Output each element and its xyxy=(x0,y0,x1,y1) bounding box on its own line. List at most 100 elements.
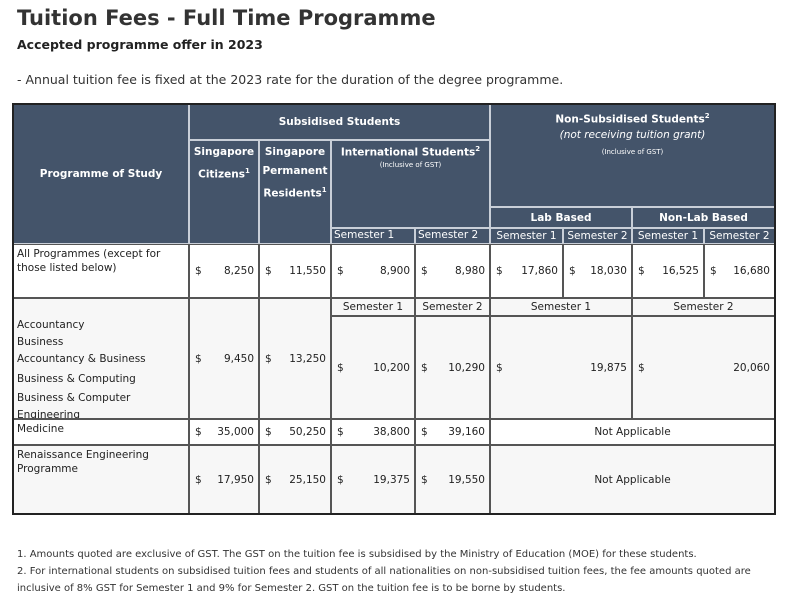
label: Non-Subsidised Students xyxy=(555,113,705,126)
fee-value: 17,950 xyxy=(217,473,254,486)
footnote-ref: 1 xyxy=(245,167,250,175)
header-permanent-residents: Singapore Permanent Residents1 xyxy=(259,140,331,244)
currency-symbol: $ xyxy=(195,352,202,365)
currency-symbol: $ xyxy=(265,426,272,438)
header-international: International Students2 (Inclusive of GST… xyxy=(331,140,490,228)
footnote-ref: 1 xyxy=(321,186,327,194)
footnote-ref: 2 xyxy=(704,112,710,120)
header-citizens: Singapore Citizens1 xyxy=(189,140,259,244)
label: Semester 1 xyxy=(530,301,592,313)
page-subtitle: Accepted programme offer in 2023 xyxy=(17,37,263,52)
label: Semester 1 xyxy=(342,301,404,313)
fee-value: 19,875 xyxy=(590,361,627,374)
fee-cell: $19,375 xyxy=(331,445,415,514)
programme-cell: Medicine xyxy=(13,419,189,445)
header-lab-based: Lab Based xyxy=(490,207,632,228)
label: Semester 2 xyxy=(567,230,628,242)
header-non-lab-based: Non-Lab Based xyxy=(632,207,775,228)
label: Lab Based xyxy=(530,211,592,224)
currency-symbol: $ xyxy=(421,265,428,277)
currency-symbol: $ xyxy=(421,361,428,374)
currency-symbol: $ xyxy=(421,426,428,438)
not-applicable-cell: Not Applicable xyxy=(490,445,775,514)
gst-note: (Inclusive of GST) xyxy=(601,147,664,156)
footnote-2: 2. For international students on subsidi… xyxy=(17,566,751,594)
sem-header: Semester 1 xyxy=(331,298,415,316)
fee-cell: $18,030 xyxy=(563,244,632,298)
programme-name: Accountancy xyxy=(17,319,85,331)
sem-header: Semester 2 xyxy=(415,298,490,316)
programme-name: Accountancy & Business xyxy=(17,353,146,365)
programme-cell: Renaissance Engineering Programme xyxy=(13,445,189,514)
fee-value: 50,250 xyxy=(289,426,326,438)
fee-value: 10,290 xyxy=(448,361,485,374)
fee-cell: $8,980 xyxy=(415,244,490,298)
header-sem1: Semester 1 xyxy=(632,228,704,244)
footnote-ref: 2 xyxy=(475,145,481,153)
header-sem2: Semester 2 xyxy=(704,228,775,244)
fee-cell: $19,550 xyxy=(415,445,490,514)
gst-note: (Inclusive of GST) xyxy=(379,160,442,169)
fee-cell: $9,450 xyxy=(189,298,259,419)
fee-value: 20,060 xyxy=(733,361,770,374)
currency-symbol: $ xyxy=(337,426,344,438)
label: Semester 1 xyxy=(334,229,395,241)
page-title: Tuition Fees - Full Time Programme xyxy=(17,6,436,30)
footnote-1: 1. Amounts quoted are exclusive of GST. … xyxy=(17,549,697,560)
header-sem2: Semester 2 xyxy=(563,228,632,244)
fee-value: 8,250 xyxy=(223,265,254,277)
programme-cell: All Programmes (except for those listed … xyxy=(13,244,189,298)
sem-header: Semester 1 xyxy=(490,298,632,316)
fee-cell: $10,290 xyxy=(415,316,490,419)
fee-value: 19,550 xyxy=(448,473,485,486)
fee-cell: $13,250 xyxy=(259,298,331,419)
fee-value: 8,900 xyxy=(379,265,410,277)
label: Singapore xyxy=(193,146,255,158)
fee-cell: $8,900 xyxy=(331,244,415,298)
fee-cell: $25,150 xyxy=(259,445,331,514)
fee-cell: $50,250 xyxy=(259,419,331,445)
fee-cell: $20,060 xyxy=(632,316,775,419)
fee-value: 9,450 xyxy=(223,352,254,365)
label: Singapore xyxy=(264,146,326,158)
sem-header: Semester 2 xyxy=(632,298,775,316)
header-programme: Programme of Study xyxy=(13,104,189,244)
fee-value: 8,980 xyxy=(454,265,485,277)
fee-value: 16,680 xyxy=(733,265,770,277)
currency-symbol: $ xyxy=(337,265,344,277)
currency-symbol: $ xyxy=(337,361,344,374)
header-non-subsidised: Non-Subsidised Students2 (not receiving t… xyxy=(490,104,775,207)
fee-cell: $17,860 xyxy=(490,244,563,298)
fee-cell: $10,200 xyxy=(331,316,415,419)
programme-name: Business & Computing xyxy=(17,373,136,385)
label: Semester 2 xyxy=(709,230,770,242)
header-intl-sem1: Semester 1 xyxy=(331,228,415,244)
label: Non-Lab Based xyxy=(659,211,748,224)
fee-cell: $35,000 xyxy=(189,419,259,445)
currency-symbol: $ xyxy=(195,426,202,438)
fee-value: 39,160 xyxy=(448,426,485,438)
fee-cell: $11,550 xyxy=(259,244,331,298)
fee-cell: $39,160 xyxy=(415,419,490,445)
label: Residents xyxy=(263,187,322,200)
currency-symbol: $ xyxy=(496,361,503,374)
fee-value: 19,375 xyxy=(373,473,410,486)
header-subsidised: Subsidised Students xyxy=(189,104,490,140)
label: Semester 1 xyxy=(637,230,699,242)
fee-cell: $19,875 xyxy=(490,316,632,419)
header-subsidised-label: Subsidised Students xyxy=(278,116,401,128)
fee-cell: $16,525 xyxy=(632,244,704,298)
label: International Students xyxy=(340,146,476,159)
programme-cell: Accountancy Business Accountancy & Busines… xyxy=(13,298,189,419)
currency-symbol: $ xyxy=(496,265,503,277)
label: Semester 2 xyxy=(418,229,479,241)
programme-name: Renaissance Engineering Programme xyxy=(17,449,149,475)
programme-name: Medicine xyxy=(17,423,64,435)
programme-name: Business xyxy=(17,336,64,348)
currency-symbol: $ xyxy=(710,265,717,277)
label: Citizens xyxy=(198,168,245,181)
header-intl-sem2: Semester 2 xyxy=(415,228,490,244)
not-applicable-cell: Not Applicable xyxy=(490,419,775,445)
currency-symbol: $ xyxy=(265,473,272,486)
currency-symbol: $ xyxy=(265,265,272,277)
